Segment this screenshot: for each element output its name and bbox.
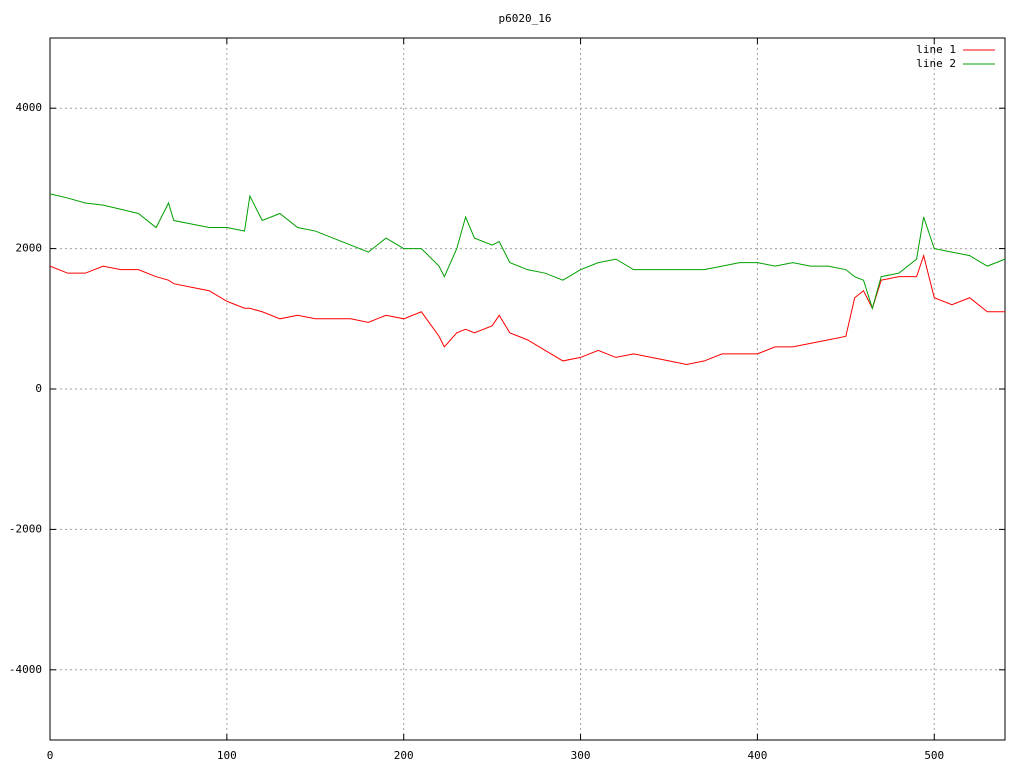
- x-tick-label: 400: [747, 749, 767, 762]
- series-line: [49, 193, 1006, 311]
- series-line: [49, 253, 1005, 365]
- y-tick-label: 4000: [16, 101, 43, 114]
- plot-frame: [49, 37, 1006, 741]
- x-tick-label: 300: [571, 749, 591, 762]
- y-tick-label: 0: [35, 382, 42, 395]
- y-tick-label: -2000: [9, 522, 42, 535]
- legend-label: line 2: [916, 57, 956, 70]
- y-tick-label: 2000: [16, 242, 43, 255]
- x-tick-label: 500: [924, 749, 944, 762]
- y-tick-label: -4000: [9, 663, 42, 676]
- x-tick-label: 0: [47, 749, 54, 762]
- x-tick-label: 200: [394, 749, 414, 762]
- legend-label: line 1: [916, 43, 956, 56]
- chart-title: p6020_16: [499, 12, 552, 25]
- x-tick-label: 100: [217, 749, 237, 762]
